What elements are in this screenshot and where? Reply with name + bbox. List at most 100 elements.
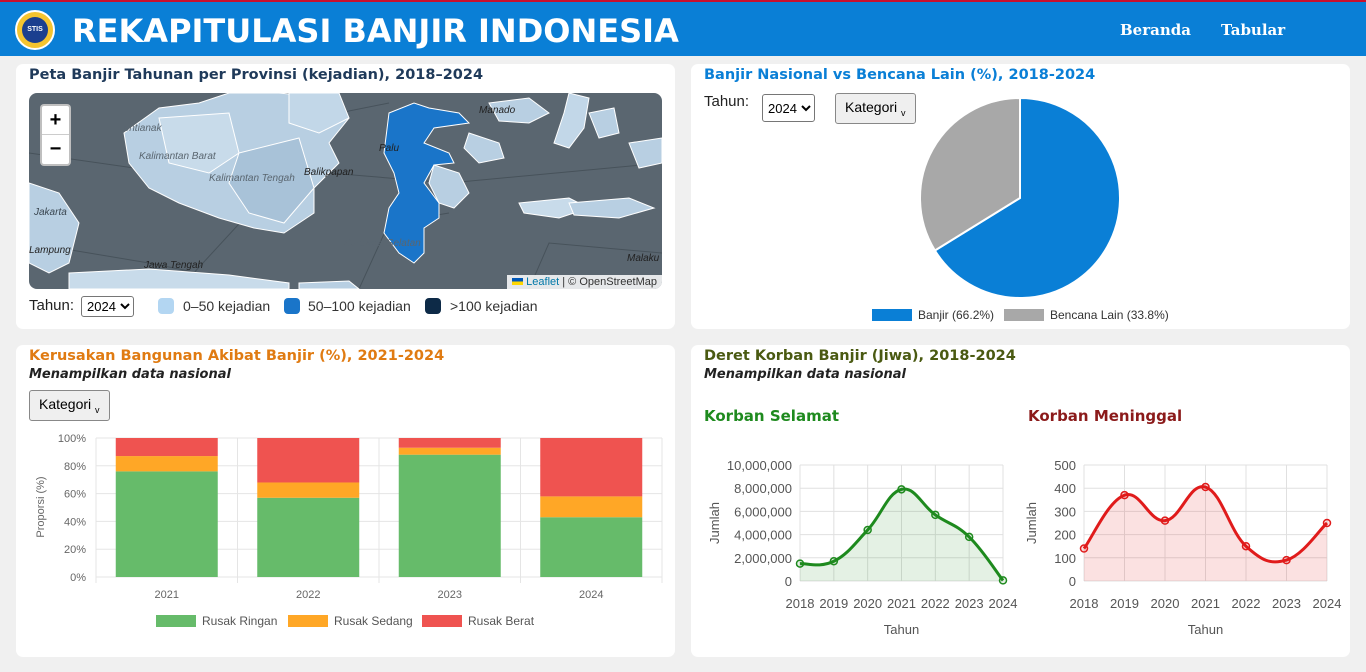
pie-legend-swatch-1 [1004,309,1044,321]
bar-xtick-2024: 2024 [579,589,603,601]
legend-low-label: 0–50 kejadian [183,298,271,314]
selamat-point-2018 [795,559,805,568]
meninggal-xlabel: Tahun [1188,622,1223,637]
map-year-select[interactable]: 2024 [81,296,134,317]
leaflet-link[interactable]: Leaflet [526,276,560,288]
pie-legend-label-1: Bencana Lain (33.8%) [1050,308,1169,322]
pie-card-title: Banjir Nasional vs Bencana Lain (%), 201… [704,67,1096,83]
flood-map[interactable]: Pontianak Kalimantan Barat Kalimantan Te… [29,93,662,289]
map-attribution: Leaflet | © OpenStreetMap [507,275,662,289]
pie-slice-1 [919,96,1021,252]
selamat-point-2021 [897,485,906,494]
selamat-point-2024 [998,576,1008,585]
zoom-in-button[interactable]: + [42,106,69,135]
meninggal-point-2020 [1160,516,1170,525]
bar-rusak-berat-2021 [115,438,218,457]
bar-legend-swatch-2 [422,615,462,627]
meninggal-xtick-2020: 2020 [1151,596,1180,611]
line-card-title: Deret Korban Banjir (Jiwa), 2018-2024 [704,348,1016,364]
ukraine-flag-icon [512,278,524,285]
bar-legend-swatch-1 [288,615,328,627]
zoom-out-button[interactable]: − [49,138,62,160]
map-canvas: Pontianak Kalimantan Barat Kalimantan Te… [29,93,662,289]
meninggal-ytick-5: 500 [1054,458,1076,473]
selamat-xtick-2020: 2020 [853,596,882,611]
meninggal-point-2019 [1120,490,1129,500]
bar-rusak-sedang-2023 [398,447,501,455]
label-kalteng: Kalimantan Tengah [209,173,295,184]
label-manado: Manado [479,105,516,116]
bar-rusak-ringan-2021 [115,471,218,577]
bar-rusak-ringan-2024 [540,517,643,577]
bar-card-title: Kerusakan Bangunan Akibat Banjir (%), 20… [29,348,445,364]
legend-high-label: >100 kejadian [450,298,538,314]
meninggal-chart-title: Korban Meninggal [1028,407,1183,425]
line-card-subtitle: Menampilkan data nasional [704,367,906,382]
bar-rusak-berat-2023 [398,438,501,448]
meninggal-ytick-3: 300 [1054,504,1076,519]
selamat-ytick-4: 8,000,000 [734,481,792,496]
label-kalbar: Kalimantan Barat [139,151,217,162]
app-header: STIS REKAPITULASI BANJIR INDONESIA Beran… [0,0,1366,56]
meninggal-ytick-1: 100 [1054,551,1076,566]
logo-text: STIS [22,17,48,43]
meninggal-line [1082,485,1329,564]
pie-chart: Banjir (66.2%) Bencana Lain (33.8%) [872,96,1169,322]
map-card: Peta Banjir Tahunan per Provinsi (kejadi… [16,64,675,329]
bar-ytick-4: 80% [64,461,86,473]
bar-rusak-berat-2024 [540,438,643,497]
bar-xtick-2022: 2022 [296,589,320,601]
selamat-xtick-2022: 2022 [921,596,950,611]
label-jakarta: Jakarta [33,207,67,218]
label-palu: Palu [379,143,399,154]
zoom-control: + − [40,104,71,166]
label-maluku: Malaku [627,253,660,264]
bar-legend-swatch-0 [156,615,196,627]
meninggal-point-2022 [1241,541,1251,551]
bar-xtick-2023: 2023 [438,589,462,601]
map-card-title: Peta Banjir Tahunan per Provinsi (kejadi… [29,67,484,83]
bar-card: Kerusakan Bangunan Akibat Banjir (%), 20… [16,345,675,657]
pie-year-select[interactable]: 2024 [762,94,815,122]
legend-swatch-low [158,298,174,314]
label-sulsel: Sulawesi Selatan [344,238,421,249]
label-lampung: Lampung [29,245,71,256]
selamat-point-2020 [863,525,872,535]
bar-card-subtitle: Menampilkan data nasional [29,367,231,382]
meninggal-xtick-2022: 2022 [1232,596,1261,611]
meninggal-ytick-0: 0 [1069,574,1076,589]
line-charts: 0 2,000,000 4,000,000 6,000,000 8,000,000 10,… [707,458,1341,637]
nav-tabular[interactable]: Tabular [1221,21,1286,39]
meninggal-xtick-2023: 2023 [1272,596,1301,611]
nav-beranda[interactable]: Beranda [1120,21,1191,39]
selamat-chart-title: Korban Selamat [704,407,839,425]
selamat-ytick-0: 0 [785,574,792,589]
bar-legend-label-0: Rusak Ringan [202,614,277,628]
bar-rusak-ringan-2022 [257,497,360,577]
pie-category-button[interactable]: Kategori v [835,93,916,124]
line-card: Deret Korban Banjir (Jiwa), 2018-2024 Me… [691,345,1350,657]
meninggal-xtick-2019: 2019 [1110,596,1139,611]
label-balikpapan: Balikpapan [304,167,354,178]
pie-category-label: Kategori [845,99,898,115]
bar-category-button[interactable]: Kategori v [29,390,110,421]
bar-ytick-5: 100% [58,433,86,445]
chevron-down-icon: v [95,404,100,415]
bar-ytick-3: 60% [64,489,86,501]
bar-legend-label-2: Rusak Berat [468,614,535,628]
pie-slice-0 [933,96,1121,299]
bar-rusak-sedang-2022 [257,482,360,498]
bar-ylabel: Proporsi (%) [35,476,47,537]
selamat-point-2023 [964,532,974,542]
selamat-ytick-5: 10,000,000 [727,458,792,473]
selamat-point-2019 [829,557,839,566]
pie-legend-swatch-0 [872,309,912,321]
stis-logo: STIS [15,10,55,50]
meninggal-point-2023 [1282,555,1291,565]
selamat-xtick-2019: 2019 [819,596,848,611]
selamat-ytick-1: 2,000,000 [734,551,792,566]
chevron-down-icon: v [901,107,906,118]
selamat-ytick-2: 4,000,000 [734,528,792,543]
meninggal-xtick-2018: 2018 [1070,596,1099,611]
meninggal-point-2018 [1079,544,1089,553]
